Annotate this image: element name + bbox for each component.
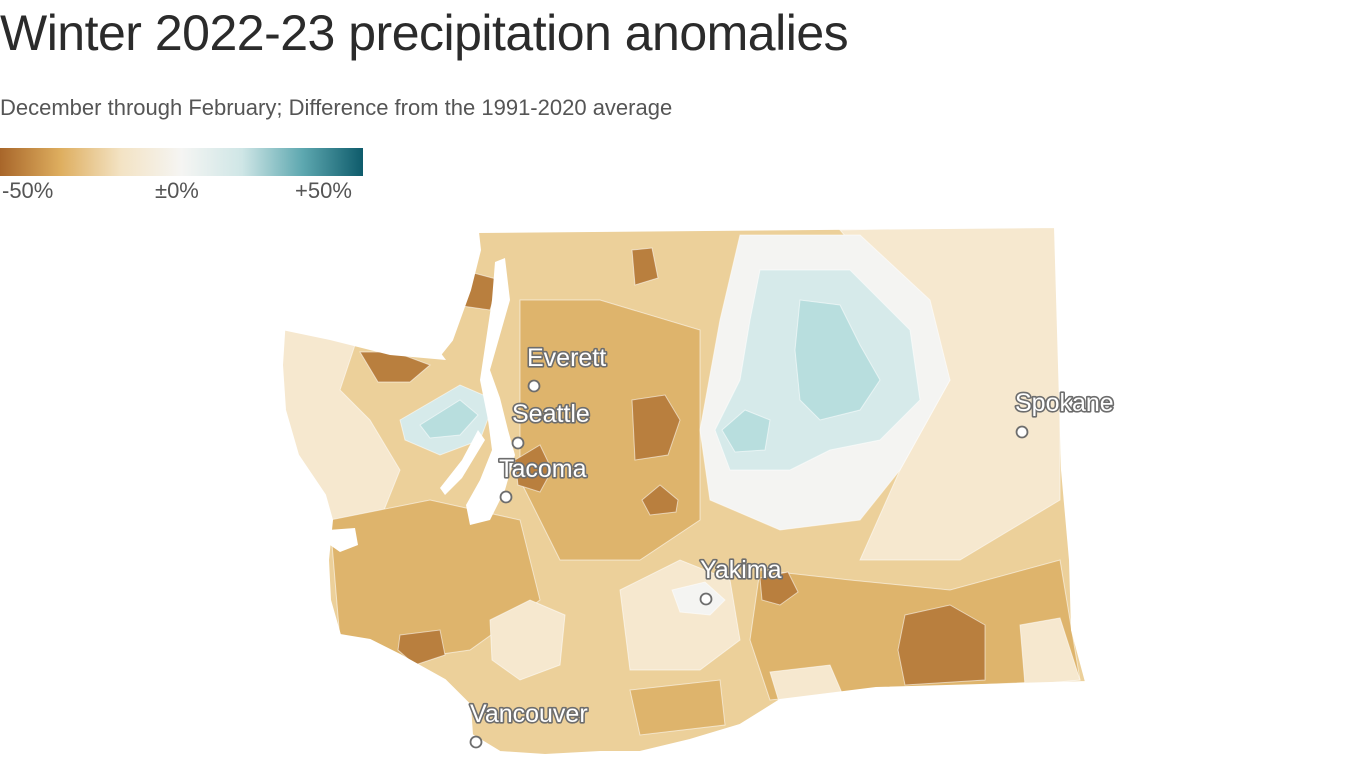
legend-label-max: +50% [295,178,352,203]
washington-precipitation-map: Everett Seattle Tacoma Spokane Yakima Va… [280,225,1115,757]
zone-columbia-gorge-dry [629,679,726,736]
city-markers: Everett Seattle Tacoma Spokane Yakima Va… [468,342,1115,749]
zone-north-cascades-strong-dry [631,247,659,286]
city-vancouver: Vancouver [468,698,589,749]
city-label-everett: Everett [527,344,606,372]
city-marker-seattle [511,436,525,450]
city-label-tacoma: Tacoma [499,455,587,483]
zone-yakima-east-strong-dry [759,571,799,606]
city-yakima: Yakima [698,554,783,606]
zone-longview-strong-dry [397,629,446,666]
legend-label-mid: ±0% [155,178,199,203]
city-everett: Everett [525,342,608,393]
city-marker-yakima [699,592,713,606]
zone-north-central-wet [794,299,881,421]
city-label-vancouver: Vancouver [470,700,588,728]
city-marker-spokane [1015,425,1029,439]
city-label-spokane: Spokane [1015,389,1114,417]
anomaly-zones [282,227,1086,755]
city-seattle: Seattle [510,398,591,450]
zone-kitsap-strong-dry [514,444,553,493]
city-label-seattle: Seattle [512,400,590,428]
legend-label-min: -50% [2,178,54,203]
chart-title: Winter 2022-23 precipitation anomalies [0,5,849,61]
zone-southwest-interior-slight-dry [489,599,566,681]
strait-of-juan-de-fuca-water [282,318,446,360]
zone-yakima-neutral [671,581,726,616]
city-tacoma: Tacoma [497,453,588,504]
city-marker-vancouver [469,735,483,749]
zone-south-cascades-strong-dry [641,484,679,516]
zone-wenatchee-wet [721,409,771,453]
color-legend: -50% ±0% +50% [0,148,364,208]
puget-sound-water [466,258,515,525]
city-marker-tacoma [499,490,513,504]
city-label-yakima: Yakima [700,556,782,584]
chart-subtitle: December through February; Difference fr… [0,95,673,120]
city-marker-everett [527,379,541,393]
hood-canal-water [440,430,485,495]
state-outline [280,225,1088,757]
zone-walla-walla-strong-dry [897,604,986,686]
zone-palouse-slight-dry [1019,617,1081,686]
city-spokane: Spokane [1013,387,1115,439]
zone-hood-canal-wet [419,399,479,439]
legend-gradient-bar [0,148,363,176]
coastal-bay-water [328,528,358,552]
zone-central-cascades-strong-dry [631,394,681,461]
